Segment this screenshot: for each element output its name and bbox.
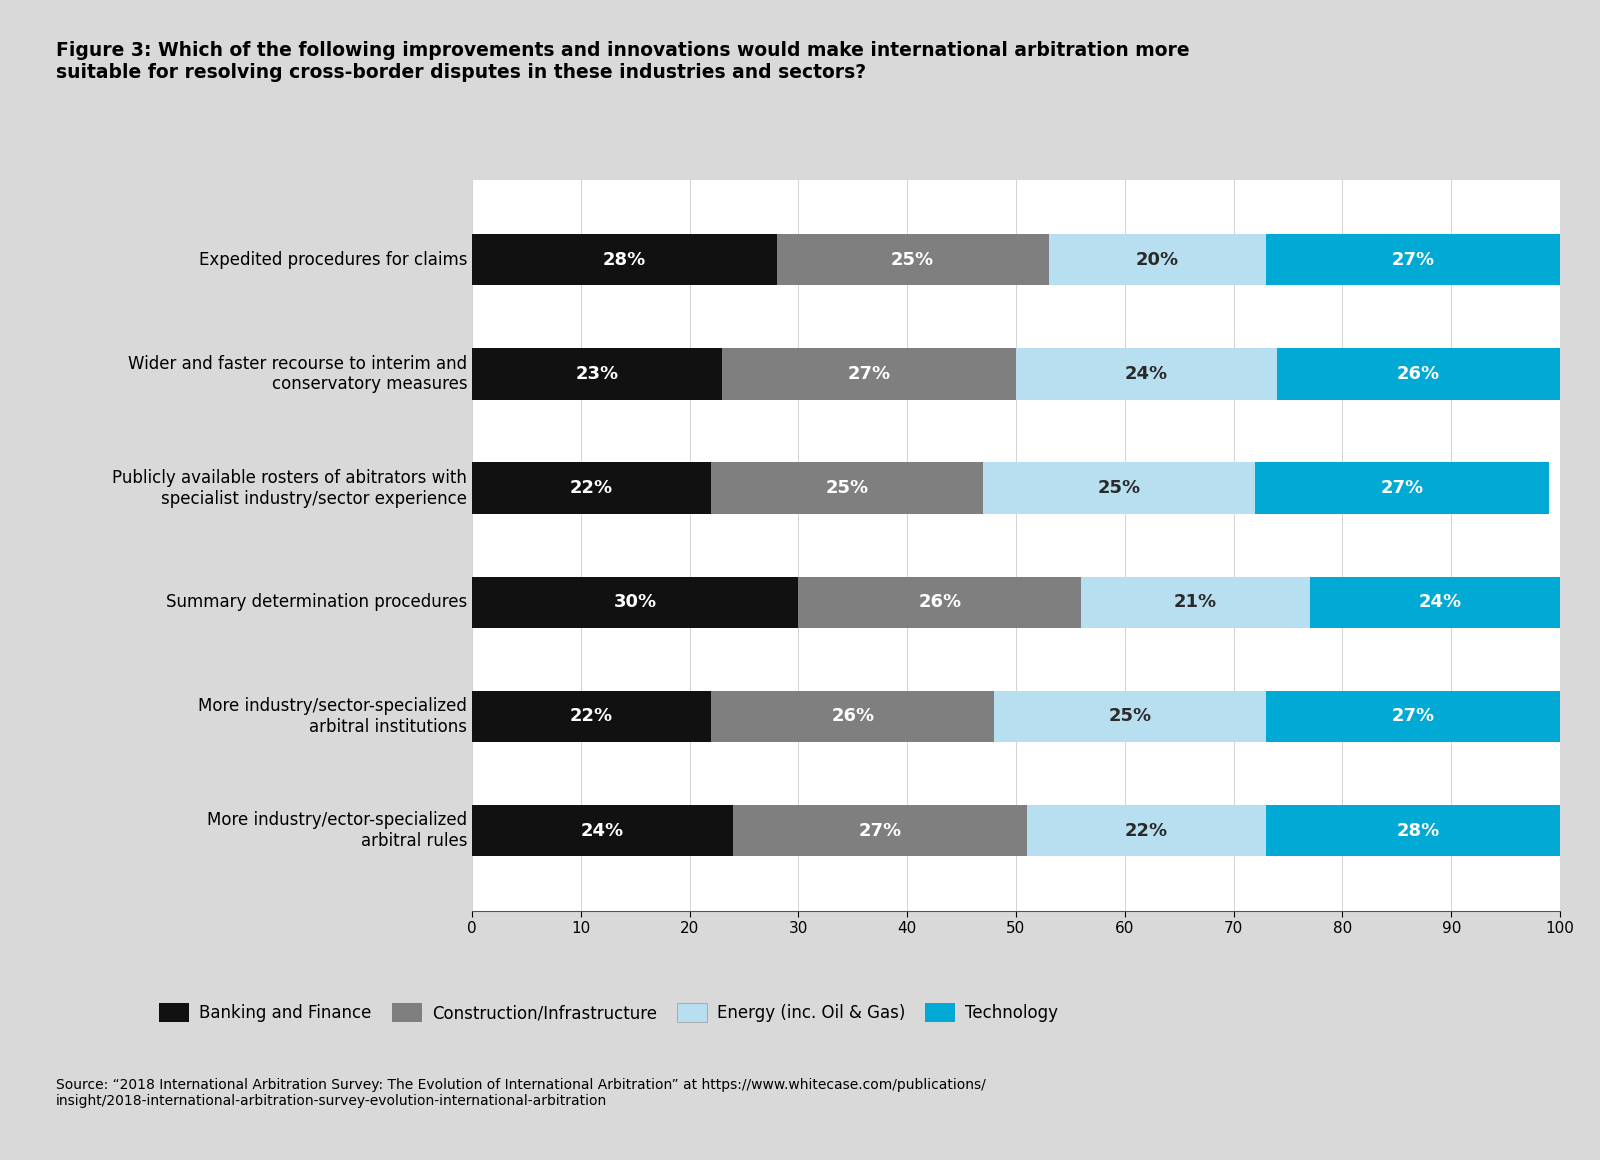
Text: 26%: 26% <box>832 708 874 725</box>
Text: 20%: 20% <box>1136 251 1179 269</box>
Bar <box>1027 805 1266 856</box>
Text: 25%: 25% <box>1109 708 1152 725</box>
Text: Figure 3: Which of the following improvements and innovations would make interna: Figure 3: Which of the following improve… <box>56 41 1190 81</box>
Bar <box>1082 577 1310 628</box>
Text: 27%: 27% <box>1392 251 1435 269</box>
Text: 24%: 24% <box>1125 365 1168 383</box>
Bar <box>712 463 984 514</box>
Bar <box>712 691 994 742</box>
Text: Source: “2018 International Arbitration Survey: The Evolution of International A: Source: “2018 International Arbitration … <box>56 1078 986 1108</box>
Legend: Banking and Finance, Construction/Infrastructure, Energy (inc. Oil & Gas), Techn: Banking and Finance, Construction/Infras… <box>160 1003 1058 1022</box>
Text: 28%: 28% <box>1397 821 1440 840</box>
Text: 27%: 27% <box>859 821 901 840</box>
Bar <box>472 463 712 514</box>
Text: 22%: 22% <box>1125 821 1168 840</box>
Text: 27%: 27% <box>1381 479 1424 498</box>
Bar <box>1256 463 1549 514</box>
Text: 28%: 28% <box>603 251 646 269</box>
Text: 25%: 25% <box>826 479 869 498</box>
Bar <box>1266 691 1560 742</box>
Text: 26%: 26% <box>1397 365 1440 383</box>
Bar <box>984 463 1256 514</box>
Bar <box>1266 234 1560 285</box>
Bar <box>994 691 1266 742</box>
Text: 30%: 30% <box>614 593 656 611</box>
Bar <box>733 805 1027 856</box>
Bar <box>798 577 1082 628</box>
Text: 27%: 27% <box>1392 708 1435 725</box>
Bar <box>1277 348 1560 399</box>
Text: 26%: 26% <box>918 593 962 611</box>
Bar <box>722 348 1016 399</box>
Bar <box>472 577 798 628</box>
Bar <box>776 234 1048 285</box>
Bar <box>1016 348 1277 399</box>
Text: 21%: 21% <box>1174 593 1218 611</box>
Bar <box>1048 234 1266 285</box>
Bar <box>472 691 712 742</box>
Bar <box>472 234 776 285</box>
Bar <box>1266 805 1571 856</box>
Text: 24%: 24% <box>581 821 624 840</box>
Text: 25%: 25% <box>891 251 934 269</box>
Text: 24%: 24% <box>1419 593 1462 611</box>
Bar <box>1310 577 1571 628</box>
Text: 22%: 22% <box>570 479 613 498</box>
Text: 23%: 23% <box>576 365 619 383</box>
Bar <box>472 348 722 399</box>
Text: 27%: 27% <box>848 365 891 383</box>
Bar <box>472 805 733 856</box>
Text: 22%: 22% <box>570 708 613 725</box>
Text: 25%: 25% <box>1098 479 1141 498</box>
